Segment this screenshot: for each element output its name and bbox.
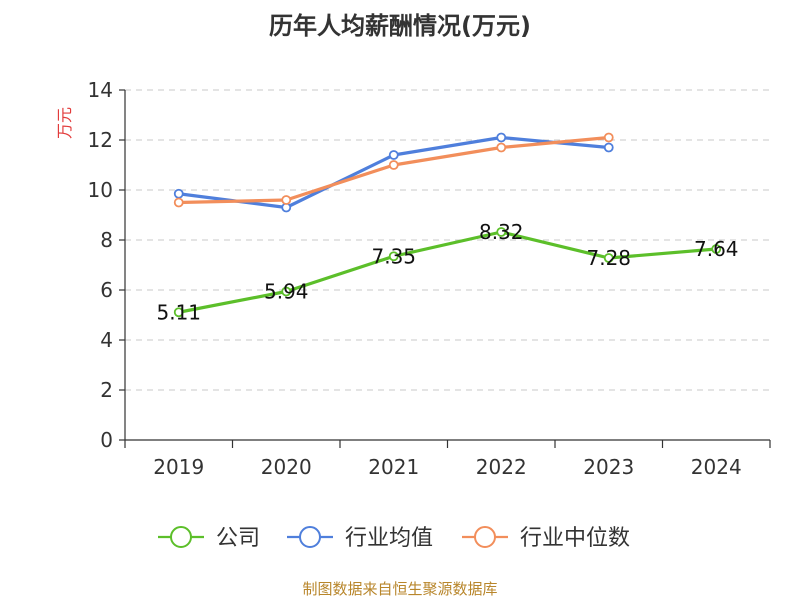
y-tick-label: 12: [88, 128, 113, 152]
data-point[interactable]: [496, 132, 507, 143]
x-tick-label: 2023: [583, 455, 634, 479]
y-tick-label: 4: [100, 328, 113, 352]
y-tick-label: 10: [88, 178, 113, 202]
y-tick-label: 8: [100, 228, 113, 252]
y-tick-label: 6: [100, 278, 113, 302]
series-line-1: [178, 135, 609, 210]
y-tick-label: 2: [100, 378, 113, 402]
x-tick-label: 2020: [261, 455, 312, 479]
y-tick-label: 0: [100, 428, 113, 452]
data-point[interactable]: [496, 227, 507, 237]
data-label: 5.94: [264, 280, 309, 304]
x-tick-label: 2022: [476, 455, 527, 479]
data-point[interactable]: [281, 286, 292, 297]
data-point[interactable]: [173, 188, 184, 199]
chart-title: 历年人均薪酬情况(万元): [269, 12, 531, 40]
data-point[interactable]: [496, 142, 507, 153]
x-tick-label: 2024: [691, 455, 742, 479]
data-point[interactable]: [603, 253, 614, 263]
data-point[interactable]: [603, 132, 614, 143]
data-label: 7.28: [586, 246, 631, 270]
legend-label: 行业中位数: [520, 526, 630, 551]
legend-label: 公司: [216, 526, 260, 551]
source-note: 制图数据来自恒生聚源数据库: [302, 580, 497, 598]
y-tick-label: 14: [88, 78, 113, 102]
legend[interactable]: 公司 行业均值 行业中位数: [158, 526, 630, 551]
data-label: 5.11: [156, 300, 201, 324]
data-point[interactable]: [173, 307, 184, 318]
data-label: 7.64: [694, 237, 739, 261]
data-labels: 5.11 5.94 7.35 8.32 7.28 7.64: [156, 220, 738, 324]
data-point[interactable]: [388, 150, 399, 160]
x-tick-label: 2019: [153, 455, 204, 479]
grid-lines: [125, 89, 770, 391]
legend-marker-icon: [299, 526, 321, 548]
axes: 0 2 4 6 8 10 12 14 2019 2020 2021 2022 2023 2024: [88, 78, 771, 479]
series-line-2: [178, 135, 609, 205]
legend-marker-icon: [170, 526, 192, 548]
legend-item-1[interactable]: 行业均值: [287, 526, 433, 551]
data-label: 7.35: [371, 244, 416, 268]
data-point[interactable]: [281, 195, 292, 205]
legend-item-0[interactable]: 公司: [158, 526, 260, 551]
data-label: 8.32: [479, 220, 524, 244]
legend-label: 行业均值: [345, 526, 433, 551]
legend-item-2[interactable]: 行业中位数: [462, 526, 630, 551]
legend-marker-icon: [474, 526, 496, 548]
y-axis-label: 万元: [55, 107, 74, 139]
data-point[interactable]: [603, 142, 614, 153]
data-point[interactable]: [711, 244, 722, 254]
data-point[interactable]: [173, 197, 184, 208]
data-point[interactable]: [388, 160, 399, 170]
x-tick-label: 2021: [368, 455, 419, 479]
series-line-0: [178, 230, 717, 314]
data-point[interactable]: [388, 251, 399, 262]
series-lines: [173, 132, 722, 318]
